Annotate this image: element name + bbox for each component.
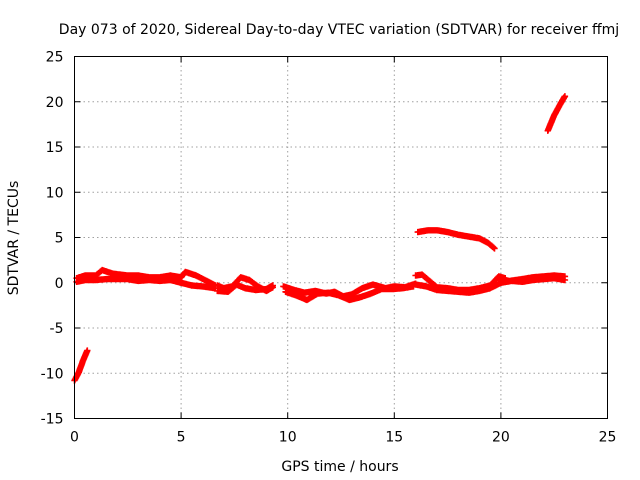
- y-tick-label: -15: [41, 412, 64, 428]
- x-axis-label: GPS time / hours: [281, 459, 398, 475]
- x-tick-label: 15: [385, 430, 403, 446]
- x-tick-label: 10: [279, 430, 297, 446]
- y-tick-label: 5: [55, 231, 64, 247]
- y-axis-label: SDTVAR / TECUs: [6, 181, 22, 296]
- y-tick-label: 10: [46, 185, 64, 201]
- x-tick-label: 0: [70, 430, 79, 446]
- data-point-segment: [73, 266, 219, 289]
- data-point-segment: [214, 281, 276, 295]
- plot-frame: [74, 56, 608, 419]
- axis-ticks: 0 5 10 15 20 25 -15 -10 -5 0 5 10 15 20 25: [41, 50, 617, 446]
- y-tick-label: -5: [50, 321, 64, 337]
- data-point-segment: [497, 275, 569, 286]
- x-tick-label: 25: [599, 430, 617, 446]
- x-tick-label: 5: [177, 430, 186, 446]
- x-tick-label: 20: [492, 430, 510, 446]
- grid: [74, 56, 608, 419]
- data-point-segment: [412, 279, 505, 296]
- data-point-segment: [73, 275, 219, 292]
- data-points: [71, 93, 569, 384]
- y-tick-label: 25: [46, 50, 64, 66]
- chart-title: Day 073 of 2020, Sidereal Day-to-day VTE…: [59, 22, 619, 38]
- data-point-segment: [414, 227, 498, 252]
- data-point-segment: [282, 283, 417, 304]
- y-tick-label: 0: [55, 276, 64, 292]
- y-tick-label: -10: [41, 366, 64, 382]
- y-tick-label: 15: [46, 140, 64, 156]
- y-tick-label: 20: [46, 95, 64, 111]
- data-point-segment: [544, 93, 569, 134]
